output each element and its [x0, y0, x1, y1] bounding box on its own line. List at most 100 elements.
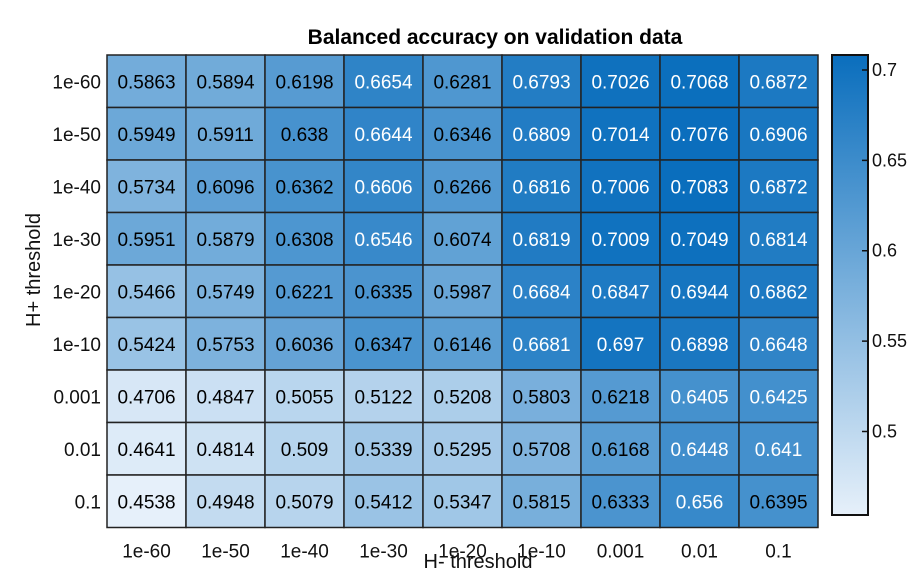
heatmap-cell: [738, 474, 819, 529]
y-tick-label: 1e-30: [52, 230, 101, 251]
cell-value-label: 0.641: [755, 440, 803, 461]
heatmap-cell: [580, 474, 661, 529]
x-tick-label: 0.01: [681, 542, 718, 563]
cell-value-label: 0.6944: [670, 282, 729, 303]
cell-value-label: 0.5079: [275, 492, 333, 513]
cell-value-label: 0.6362: [275, 177, 333, 198]
cell-value-label: 0.6816: [512, 177, 570, 198]
heatmap-cell: [106, 421, 187, 476]
cell-value-label: 0.6221: [275, 282, 333, 303]
heatmap-cell: [422, 316, 503, 371]
cell-value-label: 0.4641: [117, 440, 175, 461]
heatmap-cell: [580, 369, 661, 424]
heatmap-cell: [343, 159, 424, 214]
heatmap-cell: [422, 369, 503, 424]
colorbar-tick-label: 0.7: [872, 60, 897, 80]
x-tick-label: 1e-50: [201, 542, 250, 563]
cell-value-label: 0.7006: [591, 177, 649, 198]
cell-value-label: 0.6308: [275, 230, 333, 251]
heatmap-cell: [738, 106, 819, 161]
colorbar-ticks: 0.5 0.55 0.6 0.65 0.7: [862, 60, 907, 441]
heatmap-cell: [343, 264, 424, 319]
cell-value-label: 0.6872: [749, 177, 807, 198]
heatmap-cell: [422, 421, 503, 476]
cell-value-label: 0.5879: [196, 230, 254, 251]
heatmap-cell: [264, 421, 345, 476]
cell-value-label: 0.6654: [354, 72, 413, 93]
colorbar-tick-label: 0.5: [872, 421, 897, 441]
y-tick-label: 1e-60: [52, 72, 101, 93]
cell-value-label: 0.7068: [670, 72, 728, 93]
heatmap-cell: [343, 421, 424, 476]
heatmap-cell: [343, 474, 424, 529]
cell-value-label: 0.5749: [196, 282, 254, 303]
heatmap-cell: [659, 106, 740, 161]
heatmap-cell: [185, 54, 266, 109]
cell-value-label: 0.6168: [591, 440, 649, 461]
cell-value-label: 0.697: [597, 335, 645, 356]
heatmap-cell: [343, 211, 424, 266]
heatmap-cell: [185, 369, 266, 424]
cell-value-label: 0.6648: [749, 335, 807, 356]
x-tick-label: 1e-10: [517, 542, 566, 563]
cell-value-label: 0.638: [281, 125, 329, 146]
cell-value-label: 0.6218: [591, 387, 649, 408]
cell-value-label: 0.5708: [512, 440, 570, 461]
cell-value-label: 0.6074: [433, 230, 492, 251]
cell-value-label: 0.6814: [749, 230, 808, 251]
cell-value-label: 0.5815: [512, 492, 570, 513]
cell-value-label: 0.7076: [670, 125, 728, 146]
cell-value-label: 0.6819: [512, 230, 570, 251]
cell-value-label: 0.4847: [196, 387, 254, 408]
cell-value-label: 0.4538: [117, 492, 175, 513]
heatmap-cell: [580, 264, 661, 319]
heatmap-cell: [264, 474, 345, 529]
chart-title: Balanced accuracy on validation data: [308, 26, 683, 49]
heatmap-cell: [185, 316, 266, 371]
heatmap-cell: [422, 474, 503, 529]
cell-value-label: 0.6198: [275, 72, 333, 93]
heatmap-cell: [106, 316, 187, 371]
heatmap-cell: [106, 369, 187, 424]
cell-value-label: 0.6793: [512, 72, 570, 93]
cell-value-label: 0.656: [676, 492, 724, 513]
cell-value-label: 0.5412: [354, 492, 412, 513]
cell-value-label: 0.6847: [591, 282, 649, 303]
cell-value-label: 0.5753: [196, 335, 254, 356]
cell-value-label: 0.6898: [670, 335, 728, 356]
cell-value-label: 0.6333: [591, 492, 649, 513]
heatmap-cell: [106, 474, 187, 529]
cell-value-label: 0.5894: [196, 72, 255, 93]
cell-value-label: 0.5911: [197, 125, 254, 146]
cell-value-label: 0.5734: [117, 177, 176, 198]
heatmap-cell: [738, 264, 819, 319]
colorbar-tick-label: 0.6: [872, 241, 897, 261]
y-tick-label: 0.01: [64, 440, 101, 461]
cell-value-label: 0.6606: [354, 177, 412, 198]
x-axis-label: H- threshold: [424, 551, 533, 571]
heatmap-cell: [501, 54, 582, 109]
heatmap-cell: [738, 211, 819, 266]
heatmap-cell: [264, 106, 345, 161]
x-tick-label: 1e-20: [438, 542, 487, 563]
y-tick-labels: 1e-60 1e-50 1e-40 1e-30 1e-20 1e-10 0.001 0.01 0…: [52, 72, 101, 513]
heatmap-cell: [501, 421, 582, 476]
heatmap-cell: [106, 264, 187, 319]
colorbar-tick-label: 0.55: [872, 331, 907, 351]
heatmap-cell: [501, 474, 582, 529]
cell-value-label: 0.7014: [591, 125, 650, 146]
x-tick-label: 0.001: [597, 542, 645, 563]
heatmap-cell: [738, 421, 819, 476]
y-tick-label: 0.001: [53, 387, 101, 408]
heatmap-cell: [264, 316, 345, 371]
heatmap-cell: [659, 54, 740, 109]
y-tick-label: 1e-10: [52, 335, 101, 356]
cell-value-label: 0.5949: [117, 125, 175, 146]
cell-value-label: 0.6425: [749, 387, 807, 408]
y-tick-label: 0.1: [75, 492, 101, 513]
cell-value-label: 0.509: [281, 440, 329, 461]
cell-value-label: 0.5466: [117, 282, 175, 303]
heatmap-cell: [264, 159, 345, 214]
heatmap-cell: [501, 264, 582, 319]
x-tick-label: 0.1: [765, 542, 791, 563]
